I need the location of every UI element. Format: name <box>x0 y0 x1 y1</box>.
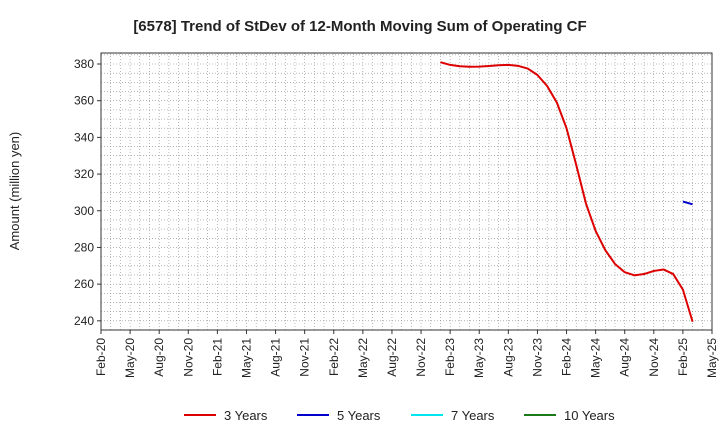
x-tick-label: Feb-24 <box>560 338 574 376</box>
x-tick-label: May-23 <box>472 338 486 378</box>
series-line-2 <box>682 200 693 206</box>
x-tick-label: Aug-24 <box>618 338 632 377</box>
x-tick-label: Feb-22 <box>327 338 341 376</box>
y-tick-label: 260 <box>74 277 94 291</box>
y-tick-label: 300 <box>74 204 94 218</box>
legend-label-1: 3 Years <box>224 408 268 423</box>
x-tick-label: Aug-23 <box>501 338 515 377</box>
x-tick-label: May-22 <box>356 338 370 378</box>
plot-frame <box>100 52 713 331</box>
y-tick-label: 240 <box>74 314 94 328</box>
x-tick-label: Feb-21 <box>210 338 224 376</box>
x-tick-label: May-24 <box>589 338 603 378</box>
x-tick-label: Feb-23 <box>443 338 457 376</box>
legend-label-3: 7 Years <box>451 408 495 423</box>
x-ticks: Feb-20 May-20 Aug-20 Nov-20 Feb-21 May-21 Aug-… <box>94 330 719 378</box>
x-tick-label: Aug-20 <box>152 338 166 377</box>
x-tick-label: May-21 <box>239 338 253 378</box>
x-tick-label: Nov-20 <box>181 338 195 377</box>
y-tick-label: 380 <box>74 57 94 71</box>
y-ticks: 240 260 280 300 320 340 360 380 <box>74 57 101 328</box>
y-axis-label: Amount (million yen) <box>7 132 22 251</box>
legend-label-2: 5 Years <box>337 408 381 423</box>
x-tick-label: Aug-21 <box>269 338 283 377</box>
x-tick-label: Feb-20 <box>94 338 108 376</box>
x-tick-label: May-20 <box>123 338 137 378</box>
x-tick-label: Nov-21 <box>298 338 312 377</box>
series-line-1 <box>440 61 694 323</box>
legend: 3 Years 5 Years 7 Years 10 Years <box>184 408 615 423</box>
y-tick-label: 320 <box>74 167 94 181</box>
x-tick-label: Feb-25 <box>676 338 690 376</box>
chart-title: [6578] Trend of StDev of 12-Month Moving… <box>133 18 586 35</box>
y-tick-label: 360 <box>74 94 94 108</box>
x-tick-label: May-25 <box>705 338 719 378</box>
grid <box>100 53 713 331</box>
legend-label-4: 10 Years <box>564 408 615 423</box>
x-tick-label: Nov-23 <box>530 338 544 377</box>
x-tick-label: Aug-22 <box>385 338 399 377</box>
y-tick-label: 280 <box>74 240 94 254</box>
series-layer <box>440 61 694 323</box>
x-tick-label: Nov-24 <box>647 338 661 377</box>
y-tick-label: 340 <box>74 130 94 144</box>
x-tick-label: Nov-22 <box>414 338 428 377</box>
